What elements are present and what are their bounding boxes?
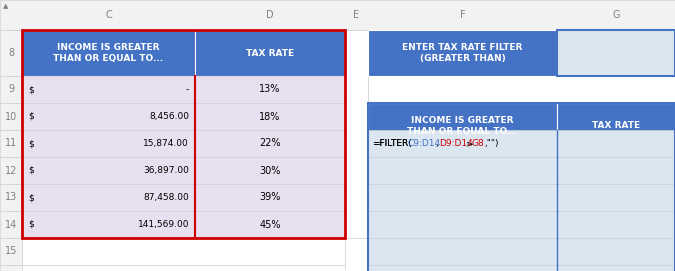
Text: TAX RATE: TAX RATE — [592, 121, 640, 131]
Text: 9: 9 — [8, 85, 14, 95]
Text: ,""): ,"") — [484, 139, 499, 148]
Bar — [195, 103, 345, 130]
Bar — [0, 211, 22, 238]
Bar — [22, 211, 195, 238]
Text: 87,458.00: 87,458.00 — [143, 193, 189, 202]
Text: INCOME IS GREATER
THAN OR EQUAL TO...: INCOME IS GREATER THAN OR EQUAL TO... — [53, 43, 163, 63]
Bar — [22, 238, 345, 265]
Bar — [0, 30, 22, 76]
Bar — [368, 265, 557, 271]
Bar — [22, 130, 195, 157]
Text: $: $ — [28, 112, 34, 121]
Bar — [0, 157, 22, 184]
Bar — [557, 130, 675, 157]
Text: 141,569.00: 141,569.00 — [138, 220, 189, 229]
Text: ENTER TAX RATE FILTER
(GREATER THAN): ENTER TAX RATE FILTER (GREATER THAN) — [402, 43, 522, 63]
Bar — [557, 30, 675, 76]
Text: -: - — [186, 85, 189, 94]
Text: G8: G8 — [472, 139, 485, 148]
Bar — [195, 184, 345, 211]
Text: 45%: 45% — [259, 220, 281, 230]
Text: =FILTER(: =FILTER( — [372, 139, 412, 148]
Bar — [557, 184, 675, 211]
Text: G: G — [612, 10, 620, 20]
Bar — [368, 211, 557, 238]
Bar — [195, 211, 345, 238]
Bar — [368, 76, 675, 103]
Text: 15: 15 — [5, 247, 17, 256]
Bar — [368, 157, 557, 184]
Text: F: F — [460, 10, 465, 20]
Text: =FILTER(: =FILTER( — [372, 139, 412, 148]
Text: D9:D14: D9:D14 — [439, 139, 472, 148]
Text: 39%: 39% — [259, 192, 281, 202]
Bar — [368, 103, 675, 271]
Text: $: $ — [28, 220, 34, 229]
Bar — [0, 103, 22, 130]
Bar — [557, 157, 675, 184]
Text: 11: 11 — [5, 138, 17, 149]
Bar — [557, 265, 675, 271]
Bar — [22, 76, 195, 103]
Bar — [195, 76, 345, 103]
Text: E: E — [354, 10, 360, 20]
Bar — [0, 184, 22, 211]
Bar — [195, 130, 345, 157]
Text: 15,874.00: 15,874.00 — [143, 139, 189, 148]
Bar — [22, 184, 195, 211]
Bar — [0, 0, 675, 30]
Bar — [368, 130, 557, 157]
Text: $: $ — [28, 166, 34, 175]
Bar — [368, 184, 557, 211]
Bar — [22, 30, 195, 76]
Bar — [195, 157, 345, 184]
Text: 13%: 13% — [259, 85, 281, 95]
Bar — [195, 30, 345, 76]
Text: 13: 13 — [5, 192, 17, 202]
Text: $: $ — [28, 85, 34, 94]
Text: $: $ — [28, 139, 34, 148]
Text: 14: 14 — [5, 220, 17, 230]
Bar — [557, 103, 675, 149]
Bar — [368, 238, 557, 265]
Text: 18%: 18% — [259, 111, 281, 121]
Bar — [0, 238, 22, 265]
Bar — [0, 265, 22, 271]
Text: C9:D14: C9:D14 — [408, 139, 441, 148]
Bar — [368, 103, 557, 149]
Text: $: $ — [28, 193, 34, 202]
Bar — [368, 30, 557, 76]
Text: ,: , — [435, 139, 438, 148]
Bar — [557, 211, 675, 238]
Bar — [22, 157, 195, 184]
Text: 10: 10 — [5, 111, 17, 121]
Text: 8,456.00: 8,456.00 — [149, 112, 189, 121]
Bar — [345, 30, 368, 238]
Text: TAX RATE: TAX RATE — [246, 49, 294, 57]
Text: 30%: 30% — [259, 166, 281, 176]
Text: D: D — [266, 10, 274, 20]
Text: 8: 8 — [8, 48, 14, 58]
Bar — [22, 265, 345, 271]
Bar — [0, 130, 22, 157]
Text: >: > — [466, 139, 474, 148]
Text: 36,897.00: 36,897.00 — [143, 166, 189, 175]
Bar — [22, 30, 345, 238]
Text: ▲: ▲ — [3, 3, 8, 9]
Text: C: C — [105, 10, 112, 20]
Text: INCOME IS GREATER
THAN OR EQUAL TO...: INCOME IS GREATER THAN OR EQUAL TO... — [408, 116, 518, 136]
Text: 12: 12 — [5, 166, 17, 176]
Bar — [22, 103, 195, 130]
Text: 22%: 22% — [259, 138, 281, 149]
Bar — [557, 238, 675, 265]
Bar — [0, 76, 22, 103]
